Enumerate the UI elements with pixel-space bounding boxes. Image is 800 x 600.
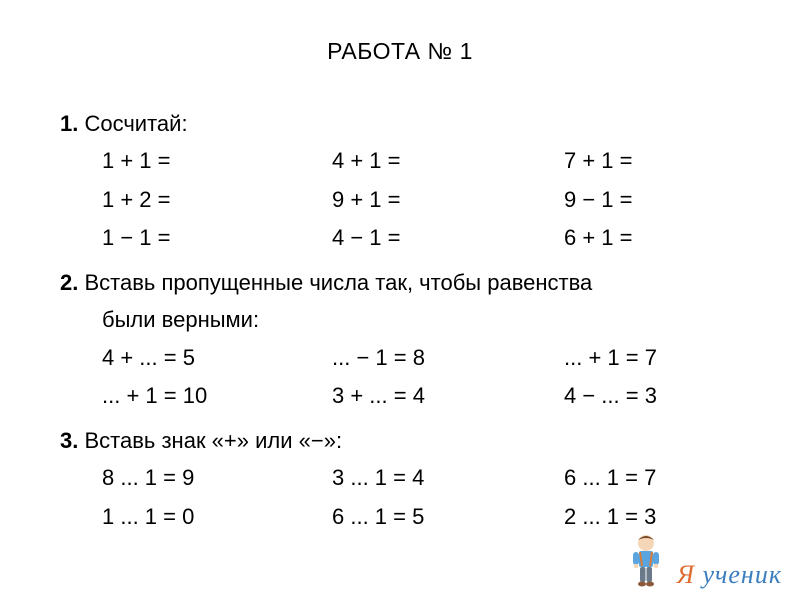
- equation-cell: 7 + 1 =: [564, 142, 740, 181]
- table-row: ... + 1 = 10 3 + ... = 4 4 − ... = 3: [60, 377, 740, 416]
- equation-cell: 4 − ... = 3: [564, 377, 740, 416]
- equation-cell: 4 + ... = 5: [102, 339, 332, 378]
- table-row: 1 + 1 = 4 + 1 = 7 + 1 =: [60, 142, 740, 181]
- equation-cell: 9 − 1 =: [564, 181, 740, 220]
- task-2-number: 2.: [60, 270, 78, 295]
- equation-cell: ... − 1 = 8: [332, 339, 564, 378]
- equation-cell: 1 ... 1 = 0: [102, 498, 332, 537]
- watermark-text: Я ученик: [677, 560, 782, 590]
- equation-cell: 4 − 1 =: [332, 219, 564, 258]
- table-row: 8 ... 1 = 9 3 ... 1 = 4 6 ... 1 = 7: [60, 459, 740, 498]
- task-3-text: Вставь знак «+» или «−»:: [78, 428, 342, 453]
- equation-cell: 3 + ... = 4: [332, 377, 564, 416]
- task-2-text2: были верными:: [102, 307, 259, 332]
- equation-cell: 6 ... 1 = 5: [332, 498, 564, 537]
- equation-cell: 1 + 1 =: [102, 142, 332, 181]
- task-2: 2. Вставь пропущенные числа так, чтобы р…: [60, 264, 740, 416]
- watermark-rest: ученик: [695, 560, 782, 589]
- equation-cell: 3 ... 1 = 4: [332, 459, 564, 498]
- task-2-text-line2: были верными:: [60, 301, 740, 338]
- page-title: РАБОТА № 1: [60, 38, 740, 65]
- task-2-text: Вставь пропущенные числа так, чтобы раве…: [78, 270, 592, 295]
- task-1-number: 1.: [60, 111, 78, 136]
- equation-cell: 4 + 1 =: [332, 142, 564, 181]
- task-3-header: 3. Вставь знак «+» или «−»:: [60, 422, 740, 459]
- student-boy-icon: [623, 530, 669, 590]
- equation-cell: ... + 1 = 10: [102, 377, 332, 416]
- equation-cell: 1 + 2 =: [102, 181, 332, 220]
- task-3: 3. Вставь знак «+» или «−»: 8 ... 1 = 9 …: [60, 422, 740, 536]
- task-1: 1. Сосчитай: 1 + 1 = 4 + 1 = 7 + 1 = 1 +…: [60, 105, 740, 258]
- task-1-text: Сосчитай:: [78, 111, 187, 136]
- equation-cell: 8 ... 1 = 9: [102, 459, 332, 498]
- watermark-ya: Я: [677, 560, 695, 589]
- watermark: Я ученик: [623, 530, 782, 590]
- equation-cell: 1 − 1 =: [102, 219, 332, 258]
- worksheet-page: РАБОТА № 1 1. Сосчитай: 1 + 1 = 4 + 1 = …: [0, 0, 800, 536]
- equation-cell: ... + 1 = 7: [564, 339, 740, 378]
- equation-cell: 9 + 1 =: [332, 181, 564, 220]
- equation-cell: 6 + 1 =: [564, 219, 740, 258]
- equation-cell: 6 ... 1 = 7: [564, 459, 740, 498]
- table-row: 1 − 1 = 4 − 1 = 6 + 1 =: [60, 219, 740, 258]
- task-3-number: 3.: [60, 428, 78, 453]
- task-2-header: 2. Вставь пропущенные числа так, чтобы р…: [60, 264, 740, 301]
- table-row: 1 + 2 = 9 + 1 = 9 − 1 =: [60, 181, 740, 220]
- table-row: 4 + ... = 5 ... − 1 = 8 ... + 1 = 7: [60, 339, 740, 378]
- task-1-header: 1. Сосчитай:: [60, 105, 740, 142]
